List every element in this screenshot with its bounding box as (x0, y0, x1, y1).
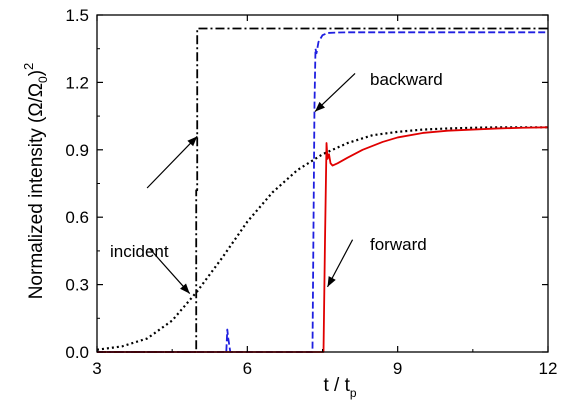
series-layer (96, 27, 549, 353)
y-tick-label: 0.9 (65, 141, 89, 160)
x-tick-label: 3 (92, 359, 101, 378)
backward-arrowhead (314, 101, 325, 112)
incident-arrowhead (187, 136, 198, 147)
y-tick-label: 0.6 (65, 208, 89, 227)
incident-annotation-arrow (146, 135, 198, 189)
incident-annotation-label: incident (110, 242, 169, 261)
incident-arrowhead (180, 283, 190, 294)
x-tick-label: 9 (393, 359, 402, 378)
forward-annotation-label: forward (370, 235, 427, 254)
ticks-layer: 3 6 9 12 0.0 0.3 0.6 0.9 1.2 1.5 (65, 6, 557, 378)
backward-annotation-label: backward (370, 70, 443, 89)
annotations-layer: incident backward forward (110, 70, 443, 294)
x-tick-label: 6 (243, 359, 252, 378)
y-tick-label: 1.5 (65, 6, 89, 25)
backward-series-line (97, 31, 548, 353)
x-tick-label: 12 (539, 359, 558, 378)
forward-arrowhead (327, 276, 336, 287)
forward-series-line (97, 126, 549, 353)
x-axis-title: t / tp (323, 375, 356, 400)
incident-series-line (96, 126, 548, 351)
y-axis-title-main: Normalized intensity (Ω/Ω (26, 83, 47, 299)
y-tick-label: 0.0 (65, 343, 89, 362)
incident-annotation-arrow (149, 248, 191, 294)
y-axis-title: Normalized intensity (Ω/Ω0)2 (21, 63, 50, 300)
y-axis-title-sup: 2 (21, 63, 36, 70)
y-tick-label: 0.3 (65, 276, 89, 295)
x-axis-title-main: t / t (323, 375, 350, 396)
y-axis-title-sub: 0 (36, 76, 50, 83)
x-axis-title-sub: p (350, 386, 357, 400)
step-series-line (97, 27, 548, 353)
plot-frame (96, 14, 549, 353)
y-axis-title-tail: ) (26, 70, 47, 76)
y-tick-label: 1.2 (65, 73, 89, 92)
